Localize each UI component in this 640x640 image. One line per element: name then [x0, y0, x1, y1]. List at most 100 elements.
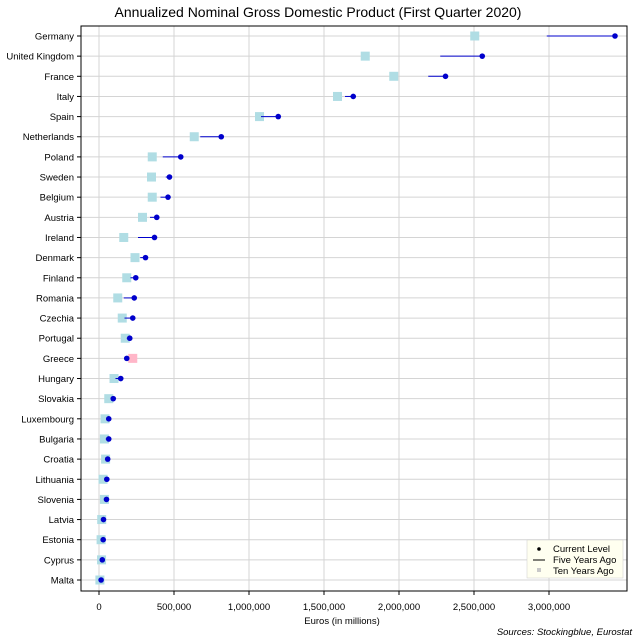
current-level-point [117, 375, 124, 382]
current-level-point [218, 133, 225, 140]
current-level-point [104, 456, 111, 462]
current-level-point [99, 557, 106, 563]
x-axis-label: Euros (in millions) [304, 616, 380, 627]
current-level-point [350, 93, 357, 100]
ten-years-ago-marker [98, 474, 108, 484]
ten-years-ago-marker [189, 132, 199, 142]
marks-layer [95, 31, 618, 585]
ten-years-ago-marker [147, 152, 157, 162]
current-level-point [612, 33, 618, 39]
x-tick-label: 3,000,000 [528, 602, 570, 613]
x-tick-label: 500,000 [157, 602, 191, 613]
ten-years-ago-marker [122, 273, 132, 283]
ten-years-ago-marker [130, 253, 140, 263]
ten-years-ago-marker [128, 353, 138, 363]
ten-years-ago-marker [120, 333, 130, 343]
current-level-point [479, 53, 486, 59]
country-label: Denmark [35, 253, 74, 264]
ten-years-ago-marker [360, 51, 370, 61]
country-label: Poland [44, 152, 74, 163]
country-label: Germany [35, 32, 74, 43]
country-label: Sweden [40, 173, 74, 184]
ten-years-ago-marker [104, 394, 114, 404]
current-level-point [126, 335, 133, 342]
country-label: Finland [43, 273, 74, 284]
ten-years-ago-marker [470, 31, 480, 41]
country-label: Belgium [40, 193, 74, 204]
ten-years-ago-marker [113, 293, 123, 303]
country-label: Greece [43, 354, 74, 365]
current-level-point [100, 516, 107, 523]
country-label: Spain [50, 112, 74, 123]
country-label: Slovakia [38, 394, 75, 405]
ten-years-ago-marker [255, 112, 264, 122]
current-level-point [166, 174, 173, 180]
country-label: Croatia [43, 455, 74, 466]
current-level-point [105, 416, 112, 422]
current-level-point [103, 496, 110, 503]
current-level-point [131, 295, 138, 301]
legend-ten-marker [537, 568, 541, 572]
plot-frame [80, 25, 628, 592]
ten-years-ago-marker [138, 212, 147, 222]
country-label: Hungary [38, 374, 74, 385]
ten-years-ago-marker [99, 434, 109, 444]
x-tick-label: 0 [96, 602, 101, 613]
current-level-point [123, 355, 130, 362]
current-level-point [153, 214, 160, 221]
ten-years-ago-marker [100, 414, 110, 424]
x-tick-label: 2,000,000 [378, 602, 420, 613]
source-note: Sources: Stockingblue, Eurostat [497, 627, 633, 638]
legend-box [526, 539, 624, 579]
legend-current-label: Current Level [553, 544, 610, 555]
current-level-point [105, 436, 112, 442]
axis-layer: 0 500,000 1,000,000 1,500,000 2,000,000 2,500… [6, 32, 570, 614]
ten-years-ago-marker [389, 71, 399, 81]
ten-years-ago-marker [333, 91, 342, 101]
legend-current-marker [537, 547, 541, 551]
x-tick-label: 1,000,000 [228, 602, 270, 613]
current-level-point [442, 73, 449, 80]
legend-ten-label: Ten Years Ago [553, 566, 614, 577]
country-label: Romania [36, 293, 75, 304]
country-label: Bulgaria [39, 434, 75, 445]
grid-layer [81, 26, 627, 591]
ten-years-ago-marker [147, 172, 156, 182]
country-label: Lithuania [35, 475, 74, 486]
country-label: Portugal [39, 334, 74, 345]
ten-years-ago-marker [119, 232, 129, 242]
current-level-point [177, 154, 184, 160]
current-level-point [129, 315, 136, 321]
x-tick-label: 1,500,000 [303, 602, 345, 613]
current-level-point [100, 536, 106, 543]
legend-five-label: Five Years Ago [553, 555, 616, 566]
current-level-point [104, 476, 110, 483]
ten-years-ago-marker [117, 313, 127, 323]
country-label: Estonia [42, 535, 74, 546]
ten-years-ago-marker [109, 374, 119, 384]
current-level-point [142, 254, 149, 261]
ten-years-ago-marker [147, 192, 157, 202]
chart-title: Annualized Nominal Gross Domestic Produc… [115, 4, 522, 20]
country-label: United Kingdom [6, 52, 74, 63]
country-label: Ireland [45, 233, 74, 244]
current-level-point [151, 234, 158, 241]
current-level-point [132, 274, 139, 281]
current-level-point [275, 113, 282, 120]
x-tick-label: 2,500,000 [453, 602, 495, 613]
country-label: Italy [57, 92, 75, 103]
legend: Current Level Five Years Ago Ten Years A… [526, 539, 624, 579]
current-level-point [165, 194, 171, 200]
country-label: Slovenia [38, 495, 75, 506]
country-label: Netherlands [23, 132, 74, 143]
current-level-point [98, 577, 104, 583]
country-label: France [44, 72, 74, 83]
country-label: Czechia [40, 314, 75, 325]
country-label: Luxembourg [21, 414, 74, 425]
country-label: Austria [44, 213, 74, 224]
current-level-point [110, 395, 117, 402]
country-label: Latvia [49, 515, 75, 526]
country-label: Malta [51, 576, 75, 587]
country-label: Cyprus [44, 555, 74, 566]
